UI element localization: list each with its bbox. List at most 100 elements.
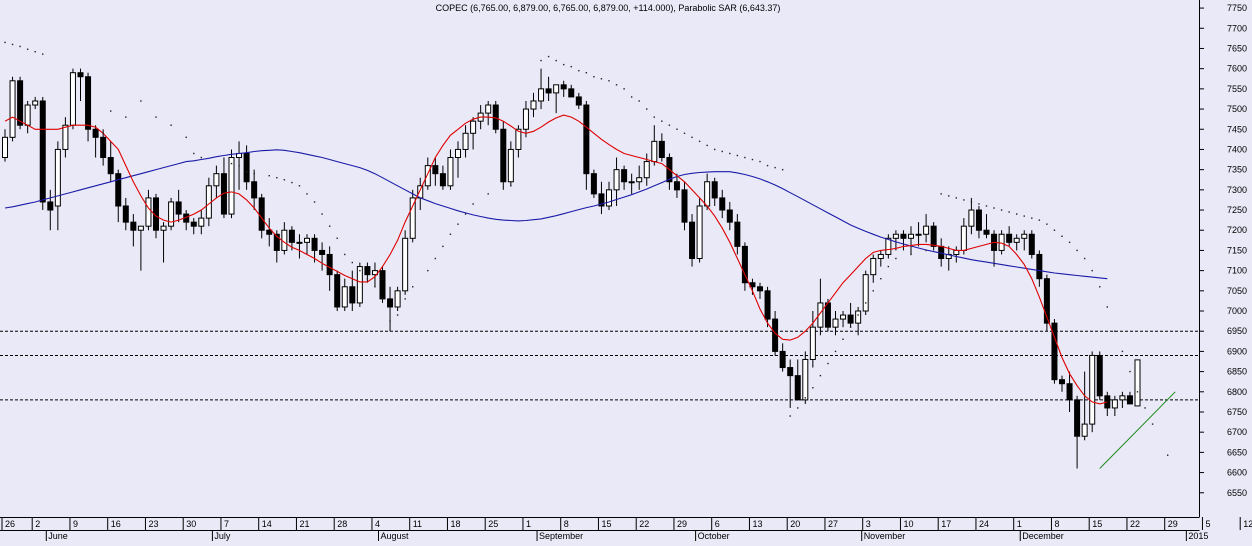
candle-body bbox=[24, 104, 31, 126]
sar-dot bbox=[1046, 223, 1048, 225]
candle-body bbox=[122, 205, 129, 223]
x-tick-label: 8 bbox=[564, 519, 569, 529]
sar-dot bbox=[449, 233, 452, 235]
y-tick-label: 7450 bbox=[1227, 124, 1247, 134]
y-tick-label: 7600 bbox=[1227, 64, 1247, 74]
sar-dot bbox=[1083, 257, 1086, 260]
candle-body bbox=[621, 169, 628, 183]
fast-moving-average-line bbox=[4, 114, 1108, 405]
candle-body bbox=[39, 100, 46, 203]
candle-body bbox=[583, 104, 590, 175]
candle-body bbox=[530, 100, 537, 110]
sar-dot bbox=[1008, 211, 1010, 213]
candle-body bbox=[130, 221, 137, 231]
candle-body bbox=[658, 140, 665, 159]
candle-body bbox=[568, 88, 575, 98]
x-tick-label: 11 bbox=[413, 519, 422, 529]
sar-dot bbox=[19, 45, 21, 48]
candle-body bbox=[877, 253, 884, 259]
candle-body bbox=[417, 185, 424, 199]
sar-dot bbox=[646, 108, 648, 110]
sar-dot bbox=[910, 253, 912, 256]
sar-dot bbox=[11, 43, 14, 46]
candle-body bbox=[553, 84, 560, 94]
y-tick-label: 7700 bbox=[1227, 23, 1247, 33]
candle-body bbox=[364, 266, 371, 276]
candle-body bbox=[447, 157, 454, 187]
y-tick-label: 7350 bbox=[1227, 165, 1247, 175]
candle-body bbox=[160, 225, 167, 231]
sar-dot bbox=[1136, 391, 1139, 393]
candle-body bbox=[1111, 399, 1118, 409]
candle-body bbox=[326, 253, 333, 276]
sar-dot bbox=[487, 193, 489, 195]
x-tick-label: 4 bbox=[375, 519, 380, 529]
sar-dot bbox=[540, 59, 542, 62]
candle-body bbox=[145, 197, 152, 227]
candle-body bbox=[470, 120, 477, 134]
sar-dot bbox=[1000, 209, 1003, 211]
candle-body bbox=[983, 229, 990, 235]
candle-body bbox=[175, 201, 182, 215]
sar-dot bbox=[630, 96, 633, 98]
x-tick-label: 21 bbox=[299, 519, 309, 529]
sar-dot bbox=[26, 48, 29, 50]
candle-body bbox=[908, 233, 914, 239]
sar-dot bbox=[442, 245, 444, 248]
sar-dot bbox=[978, 203, 980, 205]
candle-body bbox=[243, 152, 250, 183]
x-tick-label: 18 bbox=[450, 519, 460, 529]
sar-dot bbox=[268, 174, 270, 177]
candle-body bbox=[560, 84, 567, 90]
candle-body bbox=[349, 286, 356, 304]
candle-body bbox=[485, 104, 492, 114]
candle-body bbox=[462, 132, 469, 150]
x-tick-label: 22 bbox=[1130, 519, 1140, 529]
sar-dot bbox=[925, 249, 927, 252]
candle-body bbox=[387, 298, 394, 308]
sar-dot bbox=[472, 203, 474, 205]
candle-body bbox=[636, 177, 643, 183]
sar-dot bbox=[427, 269, 429, 272]
sar-dot bbox=[955, 197, 957, 199]
candle-body bbox=[968, 209, 975, 227]
sar-dot bbox=[1106, 306, 1108, 308]
candle-body bbox=[726, 209, 733, 223]
candle-body bbox=[824, 302, 831, 328]
y-tick-label: 7250 bbox=[1227, 205, 1247, 215]
candle-body bbox=[734, 221, 741, 247]
sar-dot bbox=[155, 116, 157, 118]
sar-dot bbox=[344, 253, 346, 256]
x-tick-label: 8 bbox=[1054, 519, 1059, 529]
candle-body bbox=[1043, 278, 1050, 324]
y-tick-label: 6750 bbox=[1227, 407, 1247, 417]
y-tick-label: 7150 bbox=[1227, 245, 1247, 255]
candle-body bbox=[651, 140, 658, 163]
sar-dot bbox=[970, 201, 973, 203]
sar-dot bbox=[653, 116, 655, 118]
sar-dot bbox=[389, 320, 391, 322]
month-label: September bbox=[539, 531, 583, 541]
x-tick-label: 23 bbox=[148, 519, 158, 529]
y-tick-label: 6700 bbox=[1227, 427, 1247, 437]
sar-dot bbox=[1076, 249, 1078, 252]
sar-dot bbox=[827, 362, 829, 365]
y-tick-label: 6650 bbox=[1227, 447, 1247, 457]
sar-dot bbox=[381, 298, 384, 300]
month-label: July bbox=[214, 531, 231, 541]
x-tick-label: 24 bbox=[979, 519, 989, 529]
sar-dot bbox=[434, 257, 437, 260]
candle-body bbox=[311, 237, 318, 251]
x-tick-label: 2 bbox=[35, 519, 40, 529]
candle-body bbox=[220, 173, 227, 215]
sar-dot bbox=[42, 53, 44, 55]
x-tick-label: 25 bbox=[488, 519, 498, 529]
sar-dot bbox=[140, 100, 142, 102]
sar-dot bbox=[170, 124, 172, 126]
x-tick-label: 12 bbox=[1243, 519, 1252, 529]
sar-dot bbox=[1031, 217, 1033, 219]
candle-body bbox=[190, 221, 197, 227]
sar-dot bbox=[797, 407, 799, 409]
sar-dot bbox=[4, 41, 6, 44]
sar-dot bbox=[1053, 229, 1056, 231]
